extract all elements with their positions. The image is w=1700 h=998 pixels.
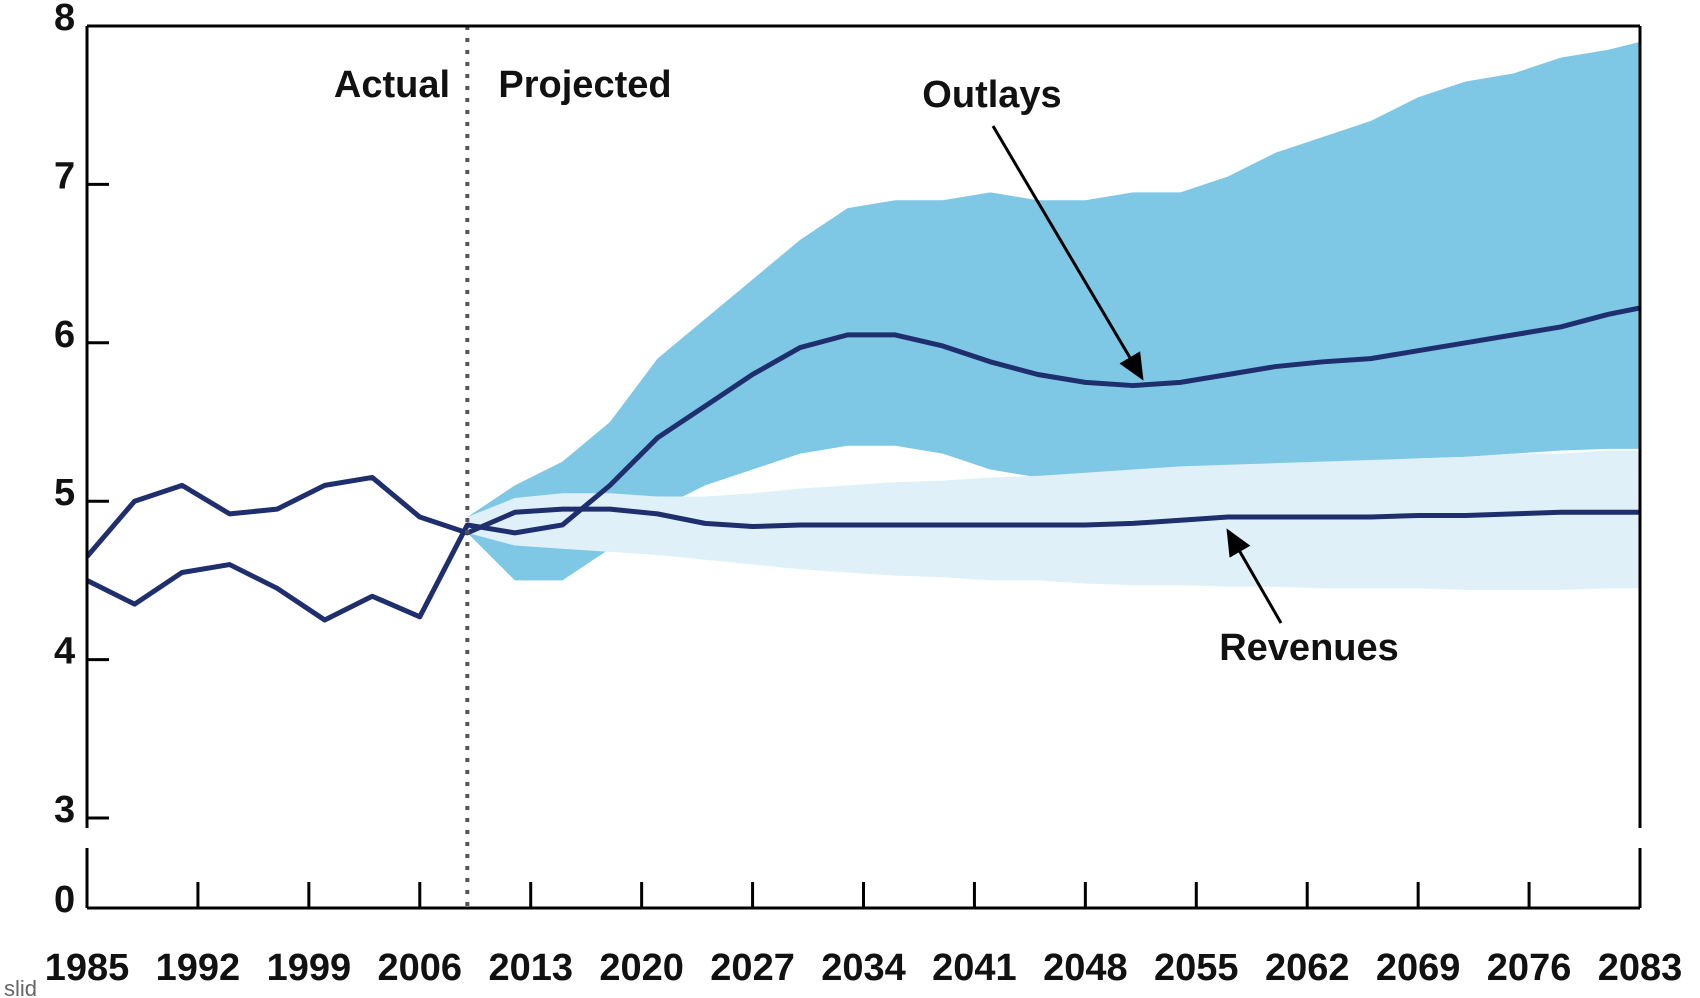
band: [467, 41, 1640, 581]
x-tick-label: 2062: [1265, 947, 1350, 989]
line: [85, 474, 1640, 559]
slide-label: slid: [4, 976, 37, 998]
x-tick-label: 1992: [156, 947, 241, 989]
series-label: Outlays: [922, 74, 1061, 116]
y-tick-label: 6: [54, 314, 75, 356]
y-tick-label: 5: [54, 472, 75, 514]
x-tick-label: 2013: [488, 947, 573, 989]
y-tick-label: 0: [54, 879, 75, 921]
x-tick-label: 2055: [1154, 947, 1239, 989]
x-tick-label: 2034: [821, 947, 906, 989]
arrow: [1226, 528, 1283, 624]
x-tick-label: 2048: [1043, 947, 1128, 989]
x-tick-label: 2083: [1598, 947, 1683, 989]
x-tick-label: 1985: [45, 947, 130, 989]
x-tick-label: 2076: [1487, 947, 1572, 989]
y-tick-label: 7: [54, 155, 75, 197]
x-tick-label: 2069: [1376, 947, 1461, 989]
series-label: Revenues: [1219, 627, 1399, 669]
y-tick-label: 3: [54, 789, 75, 831]
line: [85, 305, 1641, 623]
x-tick-label: 2020: [599, 947, 684, 989]
x-tick-label: 1999: [267, 947, 352, 989]
band: [467, 450, 1640, 590]
annotation: Projected: [498, 64, 671, 106]
annotation: Actual: [334, 64, 450, 106]
arrow: [991, 125, 1144, 381]
x-tick-label: 2041: [932, 947, 1017, 989]
y-tick-label: 4: [54, 631, 75, 673]
y-tick-label: 8: [54, 0, 75, 39]
x-tick-label: 2006: [378, 947, 463, 989]
x-tick-label: 2027: [710, 947, 795, 989]
